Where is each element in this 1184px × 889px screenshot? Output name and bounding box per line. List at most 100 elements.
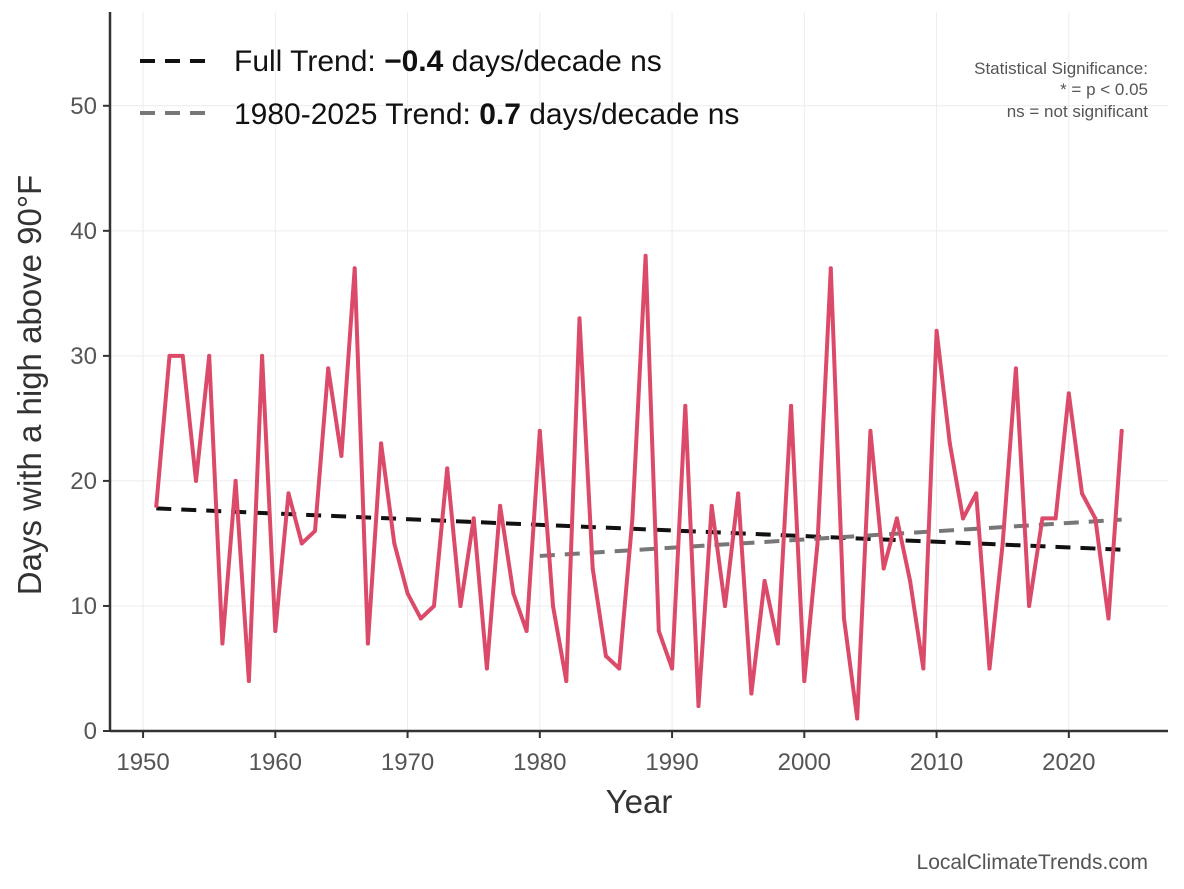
data-point (365, 641, 370, 646)
data-point (603, 653, 608, 658)
data-point (312, 528, 317, 533)
legend-value-1980: 0.7 (479, 98, 521, 131)
data-point (379, 441, 384, 446)
data-point (841, 616, 846, 621)
data-point (987, 666, 992, 671)
series (154, 253, 1124, 721)
legend-suffix-1980: days/decade ns (521, 98, 739, 131)
data-point (1080, 491, 1085, 496)
data-point (802, 678, 807, 683)
significance-title: Statistical Significance: (974, 59, 1148, 78)
significance-note: Statistical Significance: * = p < 0.05 n… (974, 59, 1148, 121)
data-point (511, 591, 516, 596)
data-point (815, 541, 820, 546)
y-tick-label: 40 (70, 218, 97, 245)
data-point (656, 628, 661, 633)
data-point (736, 491, 741, 496)
data-point (921, 666, 926, 671)
data-point (617, 666, 622, 671)
data-point (577, 316, 582, 321)
data-point (524, 628, 529, 633)
data-point (1027, 603, 1032, 608)
data-point (273, 628, 278, 633)
x-axis-title: Year (606, 783, 673, 820)
data-point (564, 678, 569, 683)
data-point (1013, 366, 1018, 371)
data-point (1119, 428, 1124, 433)
data-point (630, 516, 635, 521)
ticks: 0 10 20 30 40 50 1950 1960 1970 1980 1990 2000 2010 2… (70, 93, 1095, 776)
data-point (154, 503, 159, 508)
data-point (326, 366, 331, 371)
x-tick-label: 1960 (249, 749, 302, 776)
data-point (193, 478, 198, 483)
data-point (1066, 391, 1071, 396)
data-point (961, 516, 966, 521)
axes (108, 12, 1168, 733)
data-point (908, 578, 913, 583)
data-point (167, 353, 172, 358)
data-point (392, 541, 397, 546)
x-tick-label: 1980 (513, 749, 566, 776)
data-point (432, 603, 437, 608)
legend-label-1980-trend: 1980-2025 Trend: 0.7 days/decade ns (234, 98, 739, 131)
data-point (1106, 616, 1111, 621)
grid (110, 12, 1168, 731)
data-point (894, 516, 899, 521)
data-point (233, 478, 238, 483)
x-tick-label: 2010 (910, 749, 963, 776)
x-tick-label: 2000 (778, 749, 831, 776)
x-tick-label: 1950 (116, 749, 169, 776)
data-point (828, 266, 833, 271)
data-point (484, 666, 489, 671)
legend: Full Trend: −0.4 days/decade ns 1980-202… (140, 45, 739, 131)
data-point (590, 566, 595, 571)
data-point (947, 441, 952, 446)
significance-ns: ns = not significant (1007, 102, 1149, 121)
data-point (775, 641, 780, 646)
data-point (207, 353, 212, 358)
data-point (260, 353, 265, 358)
data-point (709, 503, 714, 508)
data-point (881, 566, 886, 571)
data-point (180, 353, 185, 358)
x-tick-label: 2020 (1042, 749, 1095, 776)
data-point (670, 666, 675, 671)
legend-suffix-full: days/decade ns (443, 45, 661, 78)
legend-label-full-trend: Full Trend: −0.4 days/decade ns (234, 45, 662, 78)
credit-text: LocalClimateTrends.com (917, 851, 1148, 874)
data-point (749, 691, 754, 696)
data-point (789, 403, 794, 408)
data-point (855, 716, 860, 721)
data-point (220, 641, 225, 646)
legend-prefix-full: Full Trend: (234, 45, 384, 78)
series-line (154, 253, 1124, 721)
data-point (934, 328, 939, 333)
data-point (299, 541, 304, 546)
y-tick-label: 10 (70, 593, 97, 620)
data-point (537, 428, 542, 433)
data-point (762, 578, 767, 583)
y-tick-label: 50 (70, 93, 97, 120)
data-point (246, 678, 251, 683)
legend-prefix-1980: 1980-2025 Trend: (234, 98, 479, 131)
data-point (974, 491, 979, 496)
x-tick-label: 1990 (645, 749, 698, 776)
data-point (458, 603, 463, 608)
data-point (1053, 516, 1058, 521)
data-point (551, 603, 556, 608)
x-tick-label: 1970 (381, 749, 434, 776)
data-point (643, 253, 648, 258)
data-point (471, 516, 476, 521)
data-point (286, 491, 291, 496)
data-point (868, 428, 873, 433)
y-tick-label: 30 (70, 343, 97, 370)
data-point (1093, 516, 1098, 521)
data-point (1040, 516, 1045, 521)
y-tick-label: 20 (70, 468, 97, 495)
y-tick-label: 0 (84, 718, 97, 745)
data-point (405, 591, 410, 596)
legend-value-full: −0.4 (384, 45, 444, 78)
data-point (339, 453, 344, 458)
